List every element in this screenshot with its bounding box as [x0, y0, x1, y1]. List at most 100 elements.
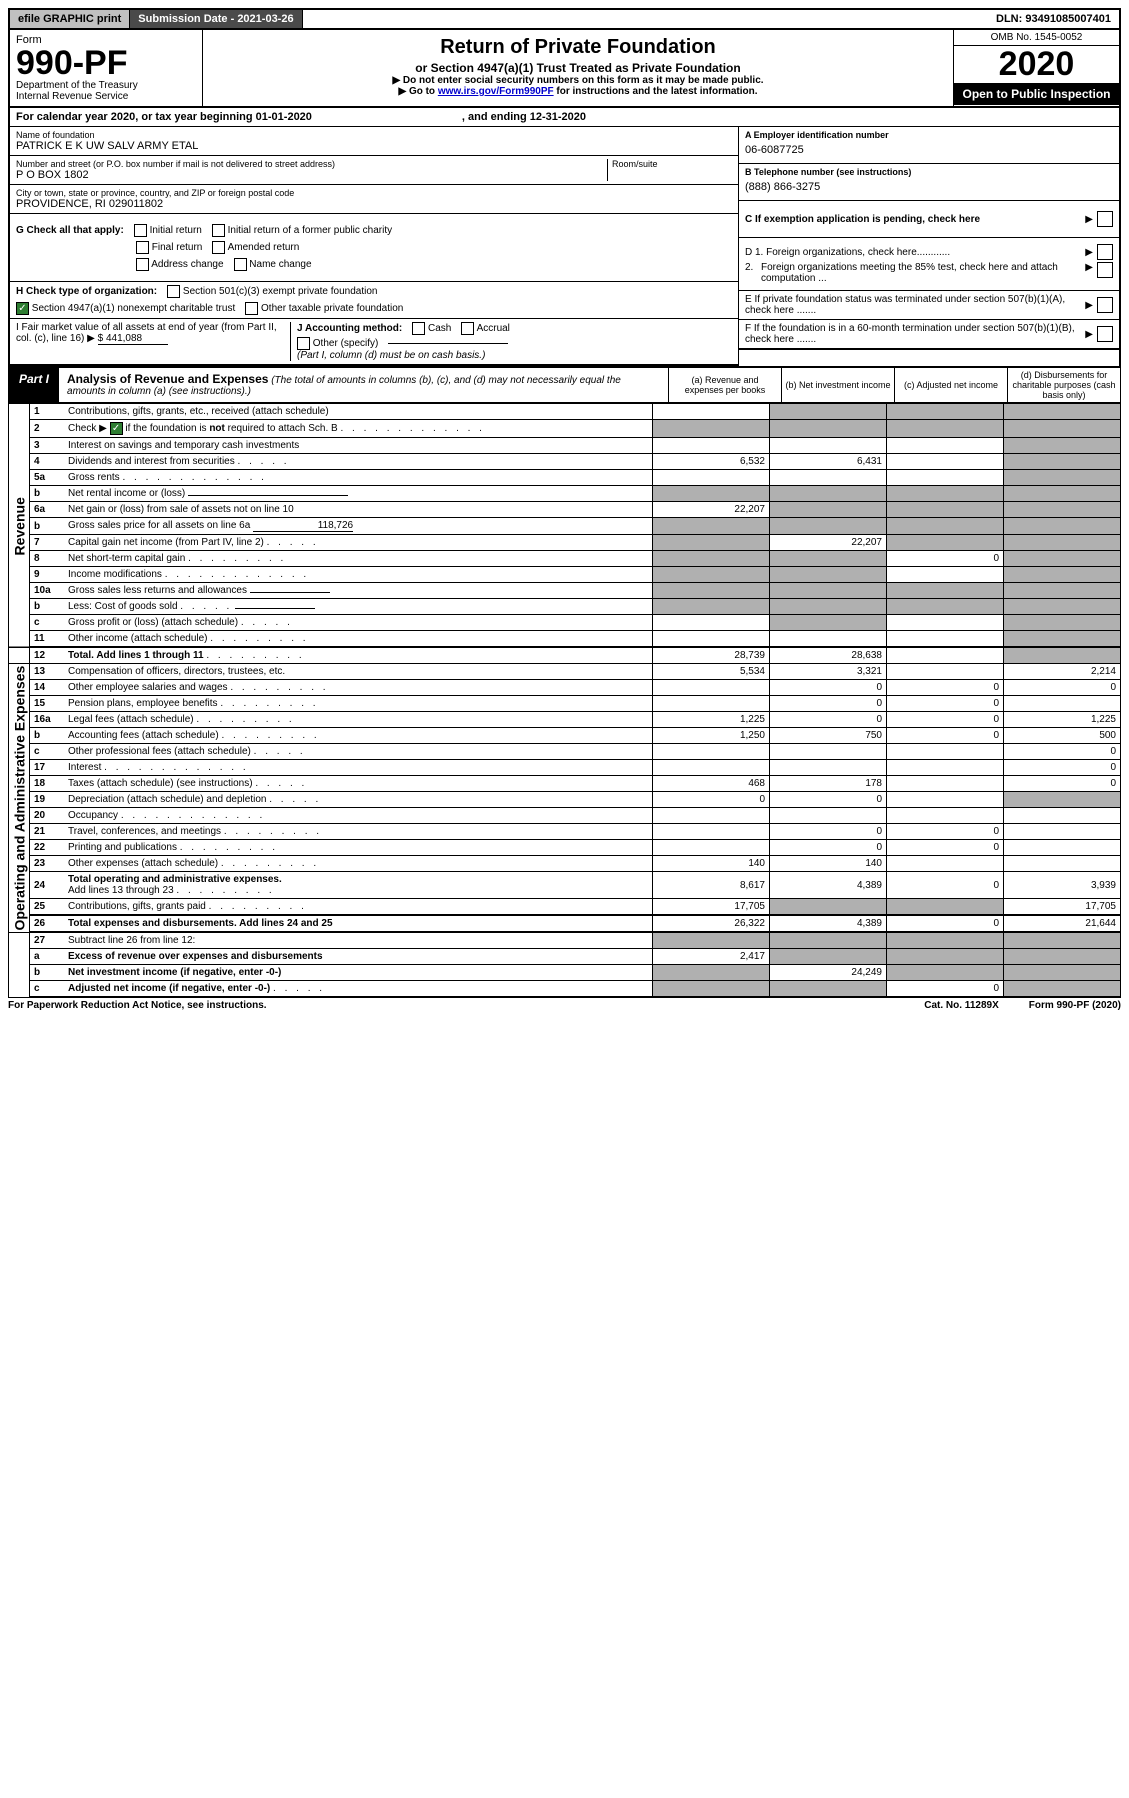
address-cell: Number and street (or P.O. box number if… — [10, 156, 738, 185]
other-method-checkbox[interactable] — [297, 337, 310, 350]
f-cell: F If the foundation is in a 60-month ter… — [739, 320, 1119, 350]
d-cell: D 1. Foreign organizations, check here..… — [739, 238, 1119, 291]
c-checkbox[interactable] — [1097, 211, 1113, 227]
dln: DLN: 93491085007401 — [988, 10, 1119, 28]
expenses-label: Operating and Administrative Expenses — [9, 664, 30, 933]
form-ref: Form 990-PF (2020) — [1029, 1000, 1121, 1011]
table-row: 26Total expenses and disbursements. Add … — [9, 915, 1121, 932]
table-row: 17Interest . . . . . . . . . . . . .0 — [9, 760, 1121, 776]
header-center: Return of Private Foundation or Section … — [203, 30, 953, 106]
table-row: 20Occupancy . . . . . . . . . . . . . — [9, 808, 1121, 824]
ein-cell: A Employer identification number 06-6087… — [739, 127, 1119, 164]
other-taxable-checkbox[interactable] — [245, 302, 258, 315]
omb: OMB No. 1545-0052 — [954, 30, 1119, 46]
col-a-head: (a) Revenue and expenses per books — [668, 368, 781, 402]
h-check-row: H Check type of organization: Section 50… — [10, 282, 738, 319]
header-left: Form 990-PF Department of the Treasury I… — [10, 30, 203, 106]
initial-former-checkbox[interactable] — [212, 224, 225, 237]
foundation-name-cell: Name of foundation PATRICK E K UW SALV A… — [10, 127, 738, 156]
form-title: Return of Private Foundation — [209, 36, 947, 59]
table-row: 15Pension plans, employee benefits . . .… — [9, 696, 1121, 712]
c-cell: C If exemption application is pending, c… — [739, 201, 1119, 238]
table-row: 18Taxes (attach schedule) (see instructi… — [9, 776, 1121, 792]
calendar-year-row: For calendar year 2020, or tax year begi… — [8, 108, 1121, 127]
table-row: 16aLegal fees (attach schedule) . . . . … — [9, 712, 1121, 728]
table-row: 7Capital gain net income (from Part IV, … — [9, 535, 1121, 551]
g-check-row: G Check all that apply: Initial return I… — [10, 214, 738, 282]
i-j-row: I Fair market value of all assets at end… — [10, 319, 738, 366]
table-row: cGross profit or (loss) (attach schedule… — [9, 615, 1121, 631]
table-row: Revenue 1Contributions, gifts, grants, e… — [9, 404, 1121, 420]
table-row: bGross sales price for all assets on lin… — [9, 518, 1121, 535]
table-row: 19Depreciation (attach schedule) and dep… — [9, 792, 1121, 808]
initial-return-checkbox[interactable] — [134, 224, 147, 237]
table-row: 5aGross rents . . . . . . . . . . . . . — [9, 470, 1121, 486]
table-row: 24Total operating and administrative exp… — [9, 872, 1121, 899]
header-right: OMB No. 1545-0052 2020 Open to Public In… — [953, 30, 1119, 106]
table-row: cAdjusted net income (if negative, enter… — [9, 981, 1121, 998]
table-row: 4Dividends and interest from securities … — [9, 454, 1121, 470]
part1-header: Part I Analysis of Revenue and Expenses … — [8, 366, 1121, 403]
501c3-checkbox[interactable] — [167, 285, 180, 298]
part1-title: Analysis of Revenue and Expenses (The to… — [59, 368, 668, 402]
part1-table: Revenue 1Contributions, gifts, grants, e… — [8, 403, 1121, 998]
cat-no: Cat. No. 11289X — [924, 1000, 998, 1011]
f-checkbox[interactable] — [1097, 326, 1113, 342]
table-row: 22Printing and publications . . . . . . … — [9, 840, 1121, 856]
cash-checkbox[interactable] — [412, 322, 425, 335]
table-row: 12Total. Add lines 1 through 11 . . . . … — [9, 647, 1121, 664]
instructions-link[interactable]: www.irs.gov/Form990PF — [438, 86, 554, 97]
e-checkbox[interactable] — [1097, 297, 1113, 313]
table-row: aExcess of revenue over expenses and dis… — [9, 949, 1121, 965]
table-row: cOther professional fees (attach schedul… — [9, 744, 1121, 760]
table-row: 2Check ▶ ✓ if the foundation is not requ… — [9, 420, 1121, 438]
dept: Department of the Treasury — [16, 80, 196, 91]
tel-cell: B Telephone number (see instructions) (8… — [739, 164, 1119, 201]
table-row: 3Interest on savings and temporary cash … — [9, 438, 1121, 454]
schb-checkbox[interactable]: ✓ — [110, 422, 123, 435]
fmv-value: $ 441,088 — [98, 333, 168, 345]
top-bar: efile GRAPHIC print Submission Date - 20… — [8, 8, 1121, 30]
final-return-checkbox[interactable] — [136, 241, 149, 254]
form-number: 990-PF — [16, 46, 196, 80]
accrual-checkbox[interactable] — [461, 322, 474, 335]
note-link: ▶ Go to www.irs.gov/Form990PF for instru… — [209, 86, 947, 97]
irs: Internal Revenue Service — [16, 91, 196, 102]
table-row: bAccounting fees (attach schedule) . . .… — [9, 728, 1121, 744]
table-row: 10aGross sales less returns and allowanc… — [9, 583, 1121, 599]
table-row: 21Travel, conferences, and meetings . . … — [9, 824, 1121, 840]
amended-return-checkbox[interactable] — [212, 241, 225, 254]
d1-checkbox[interactable] — [1097, 244, 1113, 260]
table-row: 8Net short-term capital gain . . . . . .… — [9, 551, 1121, 567]
d2-checkbox[interactable] — [1097, 262, 1113, 278]
form-subtitle: or Section 4947(a)(1) Trust Treated as P… — [209, 61, 947, 75]
note-ssn: ▶ Do not enter social security numbers o… — [209, 75, 947, 86]
address-change-checkbox[interactable] — [136, 258, 149, 271]
4947a1-checkbox[interactable]: ✓ — [16, 302, 29, 315]
col-b-head: (b) Net investment income — [781, 368, 894, 402]
name-change-checkbox[interactable] — [234, 258, 247, 271]
table-row: 11Other income (attach schedule) . . . .… — [9, 631, 1121, 648]
e-cell: E If private foundation status was termi… — [739, 291, 1119, 320]
tax-year: 2020 — [954, 46, 1119, 83]
table-row: 25Contributions, gifts, grants paid . . … — [9, 899, 1121, 916]
table-row: bNet investment income (if negative, ent… — [9, 965, 1121, 981]
table-row: 14Other employee salaries and wages . . … — [9, 680, 1121, 696]
city-cell: City or town, state or province, country… — [10, 185, 738, 214]
paperwork-notice: For Paperwork Reduction Act Notice, see … — [8, 1000, 267, 1011]
table-row: 27Subtract line 26 from line 12: — [9, 932, 1121, 949]
table-row: bNet rental income or (loss) — [9, 486, 1121, 502]
info-grid: Name of foundation PATRICK E K UW SALV A… — [8, 127, 1121, 366]
revenue-label: Revenue — [9, 404, 30, 648]
table-row: 23Other expenses (attach schedule) . . .… — [9, 856, 1121, 872]
col-c-head: (c) Adjusted net income — [894, 368, 1007, 402]
table-row: Operating and Administrative Expenses 13… — [9, 664, 1121, 680]
submission-date: Submission Date - 2021-03-26 — [130, 10, 302, 28]
form-header: Form 990-PF Department of the Treasury I… — [8, 30, 1121, 108]
col-d-head: (d) Disbursements for charitable purpose… — [1007, 368, 1120, 402]
footer: For Paperwork Reduction Act Notice, see … — [8, 998, 1121, 1011]
table-row: 6aNet gain or (loss) from sale of assets… — [9, 502, 1121, 518]
efile-label: efile GRAPHIC print — [10, 10, 130, 28]
open-public: Open to Public Inspection — [954, 83, 1119, 105]
table-row: 9Income modifications . . . . . . . . . … — [9, 567, 1121, 583]
